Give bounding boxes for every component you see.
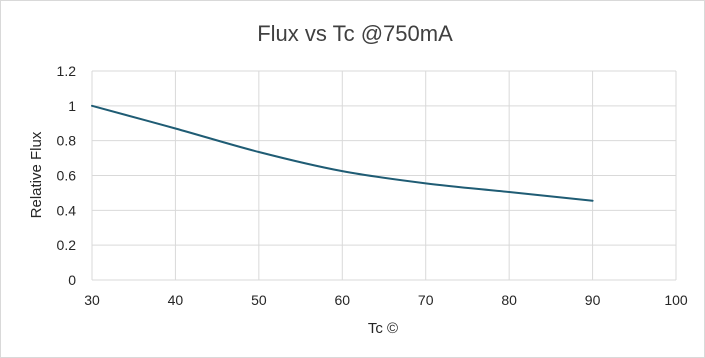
y-tick-labels: 0 0.2 0.4 0.6 0.8 1 1.2 [57,63,77,288]
y-tick-label: 0.4 [57,202,77,218]
gridlines [91,70,677,281]
y-tick-label: 0.8 [57,133,77,149]
y-tick-label: 0.6 [57,168,77,184]
x-tick-label: 30 [84,292,100,308]
x-tick-label: 90 [585,292,601,308]
y-tick-label: 1.2 [57,63,77,79]
y-axis-label: Relative Flux [28,131,45,218]
x-tick-label: 100 [664,292,688,308]
x-tick-label: 50 [251,292,267,308]
x-axis-label: Tc © [368,320,398,337]
x-tick-label: 70 [418,292,434,308]
y-tick-label: 1 [68,98,76,114]
x-tick-labels: 30 40 50 60 70 80 90 100 [84,292,688,308]
y-tick-label: 0 [68,272,76,288]
x-tick-label: 80 [501,292,517,308]
x-tick-label: 60 [334,292,350,308]
x-tick-label: 40 [168,292,184,308]
y-tick-label: 0.2 [57,237,77,253]
series-layer [91,104,594,202]
chart-title: Flux vs Tc @750mA [257,21,453,46]
